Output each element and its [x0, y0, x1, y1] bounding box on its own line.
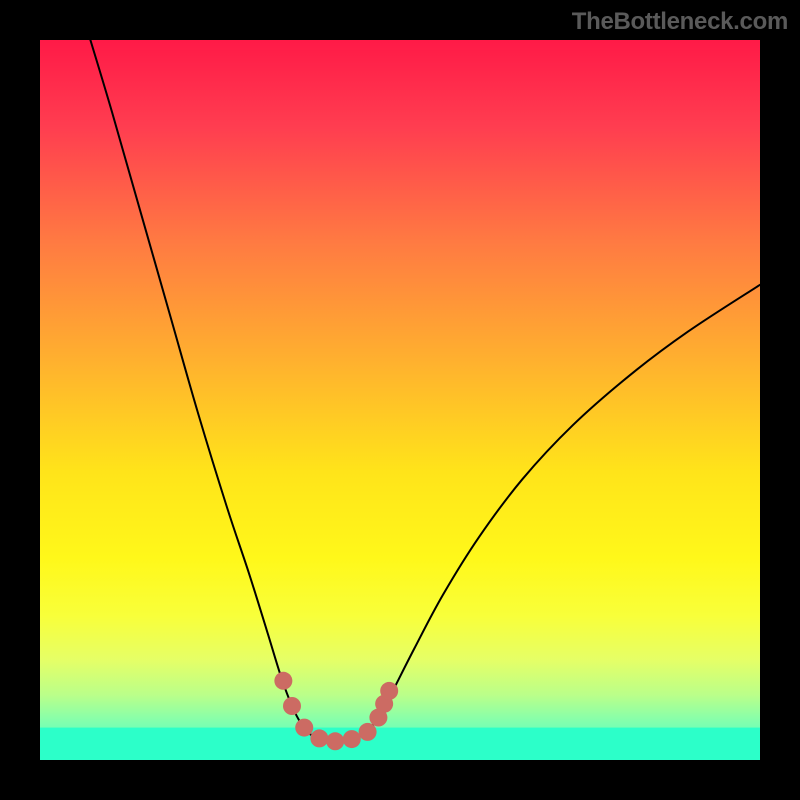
chart-frame: TheBottleneck.com	[0, 0, 800, 800]
gradient-background	[40, 40, 760, 760]
marker-dot	[295, 719, 313, 737]
marker-dot	[343, 730, 361, 748]
marker-dot	[380, 682, 398, 700]
watermark-text: TheBottleneck.com	[572, 8, 788, 36]
marker-dot	[310, 729, 328, 747]
marker-dot	[274, 672, 292, 690]
plot-area	[40, 40, 760, 760]
marker-dot	[283, 697, 301, 715]
green-band	[40, 728, 760, 760]
chart-svg	[40, 40, 760, 760]
marker-dot	[326, 732, 344, 750]
marker-dot	[359, 723, 377, 741]
